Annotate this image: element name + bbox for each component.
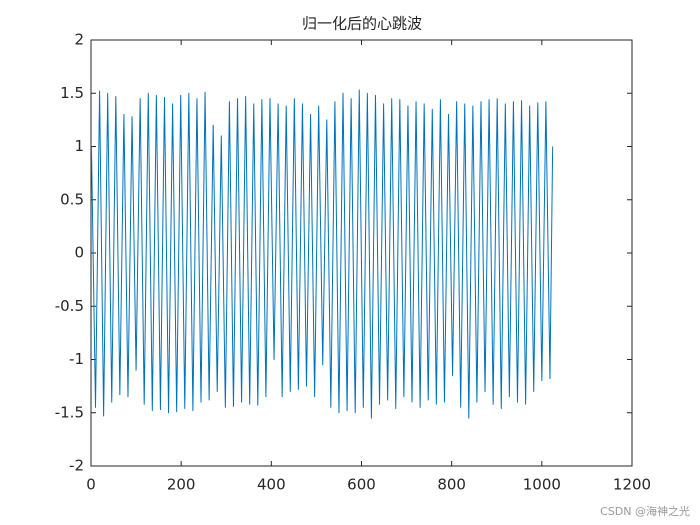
x-tick-label: 400 bbox=[257, 476, 286, 494]
x-tick-label: 0 bbox=[86, 476, 96, 494]
x-tick-label: 800 bbox=[437, 476, 466, 494]
x-tick-label: 200 bbox=[167, 476, 196, 494]
chart-title: 归一化后的心跳波 bbox=[302, 15, 422, 33]
x-tick-label: 1200 bbox=[613, 476, 651, 494]
y-tick-label: -1 bbox=[69, 350, 84, 368]
y-tick-label: 2 bbox=[74, 31, 84, 49]
y-tick-label: 0 bbox=[74, 244, 84, 262]
line bbox=[90, 89, 554, 419]
y-tick-label: -1.5 bbox=[55, 403, 84, 421]
y-tick-label: 1 bbox=[74, 137, 84, 155]
x-tick-label: 1000 bbox=[523, 476, 561, 494]
y-tick-label: -2 bbox=[69, 457, 84, 475]
x-tick-label: 600 bbox=[347, 476, 376, 494]
y-tick-label: 0.5 bbox=[60, 190, 84, 208]
y-tick-label: -0.5 bbox=[55, 297, 84, 315]
y-tick-label: 1.5 bbox=[60, 84, 84, 102]
watermark: CSDN @海神之光 bbox=[600, 504, 690, 518]
